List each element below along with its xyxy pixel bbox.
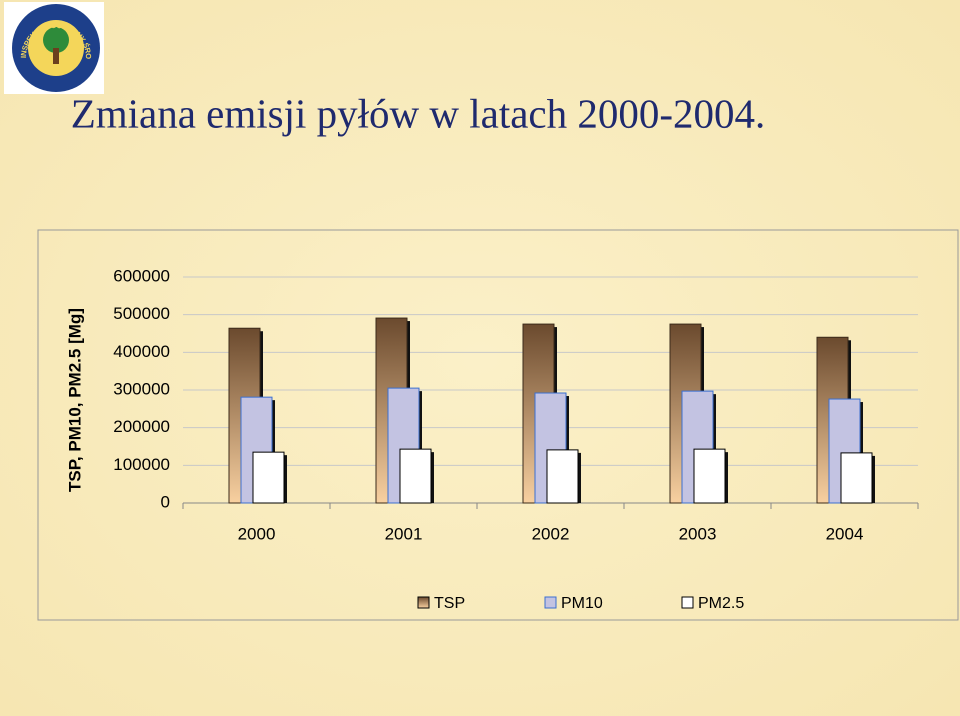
bar <box>840 452 873 504</box>
bar <box>252 451 285 504</box>
logo-trunk <box>53 48 59 64</box>
x-tick-label: 2004 <box>826 524 864 543</box>
y-tick-label: 500000 <box>113 304 170 323</box>
logo-tree <box>43 27 69 53</box>
logo: INSPEKCJA OCHRONY ŚRODOWISKA <box>0 0 104 94</box>
legend-swatch <box>417 596 430 609</box>
x-tick-label: 2003 <box>679 524 717 543</box>
y-axis-title: TSP, PM10, PM2.5 [Mg] <box>65 308 84 492</box>
y-tick-label: 200000 <box>113 417 170 436</box>
y-tick-label: 600000 <box>113 266 170 285</box>
legend-swatch <box>681 596 694 609</box>
bar <box>399 448 432 504</box>
y-tick-label: 100000 <box>113 455 170 474</box>
plot: 0 100000 200000 300000 400000 500000 600000 200… <box>113 266 919 612</box>
y-tick-label: 400000 <box>113 342 170 361</box>
x-tick-label: 2002 <box>532 524 570 543</box>
chart-title: Zmiana emisji pyłów w latach 2000-2004. <box>71 90 766 136</box>
legend-swatch <box>544 596 557 609</box>
legend-label: PM2.5 <box>698 595 744 612</box>
bar <box>546 449 579 504</box>
x-tick-label: 2001 <box>385 524 423 543</box>
legend-label: TSP <box>434 595 465 612</box>
y-tick-label: 300000 <box>113 379 170 398</box>
bar <box>693 448 726 504</box>
legend-label: PM10 <box>561 595 603 612</box>
x-tick-label: 2000 <box>238 524 276 543</box>
chart-frame <box>37 229 959 621</box>
y-tick-label: 0 <box>161 492 170 511</box>
